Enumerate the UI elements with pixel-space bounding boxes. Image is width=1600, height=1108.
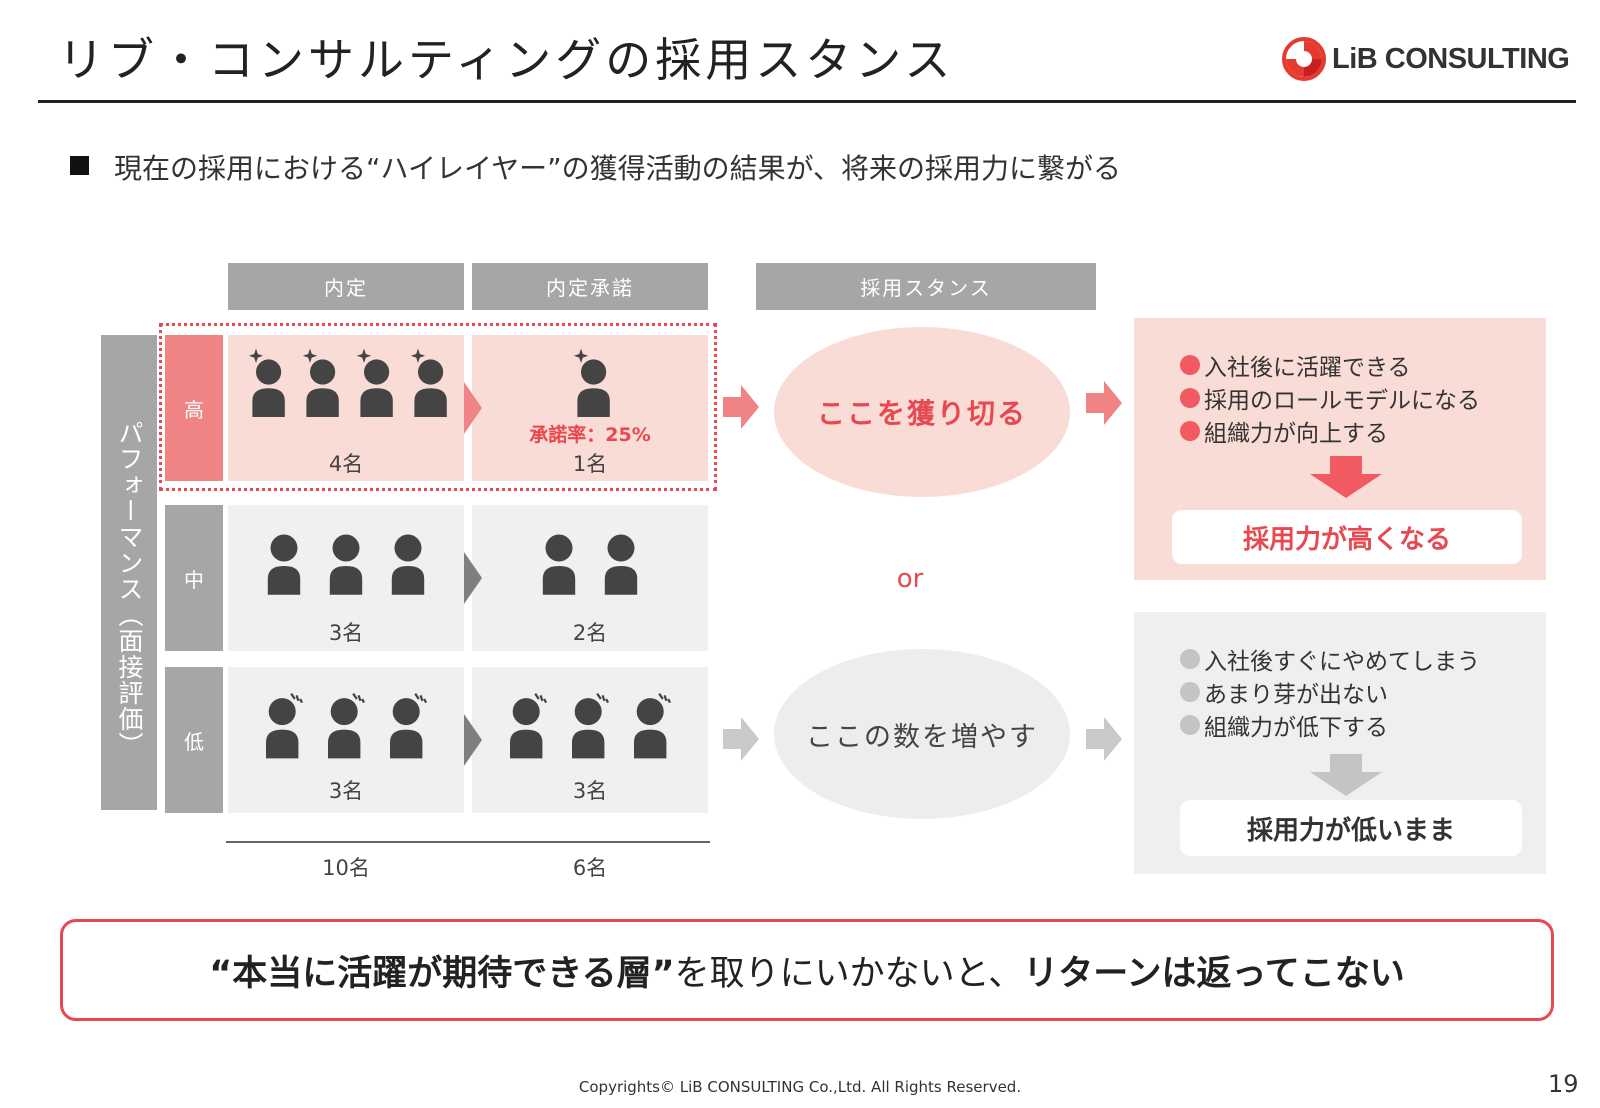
subtitle: 現在の採用における“ハイレイヤー”の獲得活動の結果が、将来の採用力に繋がる	[114, 152, 1122, 185]
result-list-item: 採用のロールモデルになる	[1180, 381, 1480, 414]
key-message-middle: を取りにいかないと、	[674, 953, 1024, 994]
stance-high-oval: ここを獲り切る	[774, 327, 1070, 497]
bullet-dot-icon	[1180, 714, 1200, 735]
stance-low-oval: ここの数を増やす	[774, 649, 1070, 819]
logo-mark-icon	[1282, 37, 1326, 81]
stance-high-text: ここを獲り切る	[816, 397, 1027, 430]
count-mid-offer: 3名	[328, 621, 364, 645]
column-header-acceptance: 内定承諾	[472, 263, 708, 310]
bullet-dot-icon	[1180, 648, 1200, 669]
key-message-emphasis: “本当に活躍が期待できる層”	[209, 953, 675, 994]
result-list-item: あまり芽が出ない	[1180, 675, 1480, 708]
result-list-item: 入社後すぐにやめてしまう	[1180, 642, 1480, 675]
column-header-stance: 採用スタンス	[756, 263, 1096, 310]
title-divider	[38, 100, 1576, 103]
result-high-list: 入社後に活躍できる 採用のロールモデルになる 組織力が向上する	[1180, 348, 1480, 447]
person-sparkle-icon	[248, 348, 285, 417]
person-icon	[391, 534, 425, 595]
person-sparkle-icon	[356, 348, 393, 417]
arrow-right-icon	[1086, 717, 1122, 761]
arrow-down-icon	[1310, 456, 1382, 498]
column-header-offer: 内定	[228, 263, 464, 310]
person-worried-icon	[390, 692, 428, 759]
person-icon	[542, 534, 576, 595]
result-high-box: 入社後に活躍できる 採用のロールモデルになる 組織力が向上する 採用力が高くなる	[1134, 318, 1546, 580]
level-label-mid: 中	[165, 505, 223, 651]
chevron-right-icon	[464, 552, 482, 604]
total-acceptance: 6名	[572, 856, 608, 880]
logo-text: LiB CONSULTING	[1332, 42, 1570, 75]
stance-low-text: ここの数を増やす	[806, 721, 1038, 753]
bullet-dot-icon	[1180, 420, 1200, 441]
person-worried-icon	[572, 692, 610, 759]
person-icon	[267, 534, 301, 595]
chevron-right-icon	[464, 714, 482, 766]
result-list-item: 入社後に活躍できる	[1180, 348, 1480, 381]
page-title: リブ・コンサルティングの採用スタンス	[58, 33, 955, 87]
person-sparkle-icon	[573, 348, 610, 417]
people-group-mid-offer	[228, 530, 464, 602]
people-group-low-offer	[228, 690, 464, 762]
person-worried-icon	[328, 692, 366, 759]
person-sparkle-icon	[302, 348, 339, 417]
person-sparkle-icon	[410, 348, 447, 417]
performance-axis-bar	[101, 335, 157, 810]
count-low-offer: 3名	[328, 779, 364, 803]
bullet-dot-icon	[1180, 387, 1200, 408]
people-group-high-accept	[472, 345, 708, 417]
key-message-box: “本当に活躍が期待できる層” を取りにいかないと、 リターンは返ってこない	[60, 919, 1554, 1021]
bullet-dot-icon	[1180, 681, 1200, 702]
copyright-footer: Copyrights© LiB CONSULTING Co.,Ltd. All …	[578, 1078, 1022, 1096]
key-message-conclusion: リターンは返ってこない	[1023, 953, 1405, 994]
count-low-accept: 3名	[572, 779, 608, 803]
result-low-conclusion: 採用力が低いまま	[1180, 800, 1522, 856]
result-list-item: 組織力が低下する	[1180, 708, 1480, 741]
person-worried-icon	[634, 692, 672, 759]
level-label-high: 高	[165, 335, 223, 481]
totals-rule	[226, 841, 710, 843]
level-label-low: 低	[165, 667, 223, 813]
people-group-high-offer	[228, 345, 464, 417]
person-icon	[604, 534, 638, 595]
acceptance-rate: 承諾率：25%	[529, 424, 651, 446]
count-high-accept: 1名	[572, 452, 608, 476]
result-low-box: 入社後すぐにやめてしまう あまり芽が出ない 組織力が低下する 採用力が低いまま	[1134, 612, 1546, 874]
person-worried-icon	[510, 692, 548, 759]
chevron-right-icon	[464, 382, 482, 434]
bullet-dot-icon	[1180, 354, 1200, 375]
result-list-item: 組織力が向上する	[1180, 414, 1480, 447]
high-row-highlight-frame	[159, 323, 717, 491]
or-label: or	[896, 564, 924, 594]
arrow-right-icon	[723, 717, 759, 761]
company-logo: LiB CONSULTING	[1282, 34, 1582, 84]
person-icon	[329, 534, 363, 595]
result-low-list: 入社後すぐにやめてしまう あまり芽が出ない 組織力が低下する	[1180, 642, 1480, 741]
arrow-right-icon	[1086, 381, 1122, 425]
result-high-conclusion: 採用力が高くなる	[1172, 510, 1522, 564]
people-group-low-accept	[472, 690, 708, 762]
count-mid-accept: 2名	[572, 621, 608, 645]
count-high-offer: 4名	[328, 452, 364, 476]
people-group-mid-accept	[472, 530, 708, 602]
bullet-square-icon	[70, 156, 89, 175]
person-worried-icon	[266, 692, 304, 759]
arrow-down-icon	[1310, 754, 1382, 796]
page-number: 19	[1548, 1070, 1579, 1098]
arrow-right-icon	[723, 385, 759, 429]
total-offer: 10名	[322, 856, 370, 880]
performance-label: パフォーマンス（面接評価）	[115, 420, 144, 758]
cell-mid-accept	[472, 505, 708, 651]
